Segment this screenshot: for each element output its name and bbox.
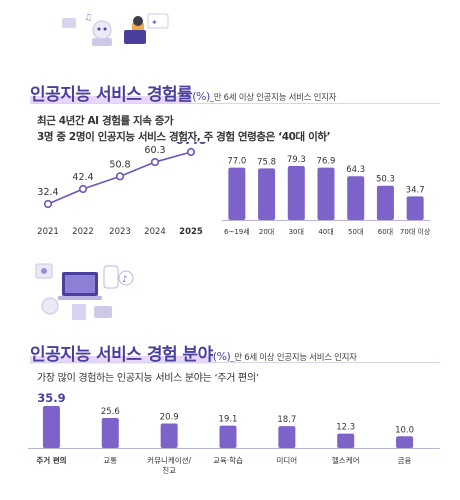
x-tick-label: 헬스케어 [332,455,360,465]
data-label: 19.1 [219,415,238,425]
data-label: 12.3 [336,423,355,433]
x-tick-label: 40대 [318,228,333,236]
section2-unit: (%) [212,350,231,363]
data-point [150,157,160,167]
data-label: 42.4 [72,172,93,183]
data-label: 32.4 [37,187,58,198]
section1-divider [30,103,440,104]
bar [406,196,424,220]
section2-subtitle: _만 6세 이상 인공지능 서비스 인지자 [230,353,357,363]
section2-caption: 가장 많이 경험하는 인공지능 서비스 분야는 ‘주거 편의’ [37,373,259,384]
x-tick-label: 6~19세 [224,227,250,236]
section2-title: 인공지능 서비스 경험 분야(%)_만 6세 이상 인공지능 서비스 인지자 [30,340,357,365]
x-tick-label: 70대 이상 [400,227,430,236]
x-tick-label: 60대 [378,228,393,236]
svg-text:✦: ✦ [151,18,158,27]
data-point [115,172,125,181]
data-label: 34.7 [406,185,425,195]
x-tick-label: 2021 [37,227,59,237]
data-label: 18.7 [277,415,296,425]
data-label: 60.3 [144,145,165,156]
data-label: 35.9 [37,391,65,405]
data-label: 50.8 [109,159,130,170]
x-tick-label: 친교 [162,465,176,475]
data-label: 25.6 [101,407,120,417]
data-label: 67.0 [175,142,207,148]
svg-text:♫: ♫ [84,13,92,23]
bar [42,406,60,448]
bar [337,433,355,448]
data-label: 64.3 [346,165,365,175]
bar [101,418,119,448]
bar [396,436,414,448]
bar [258,168,276,220]
x-tick-label: 2022 [72,227,94,237]
x-tick-label: 커뮤니케이션/ [147,455,191,465]
x-tick-label: 2024 [144,227,166,237]
x-tick-label: 주거 편의 [36,455,66,465]
x-tick-label: 교통 [103,456,117,465]
data-label: 50.3 [376,175,395,185]
x-tick-label: 미디어 [277,455,298,465]
section1-headline-1: 최근 4년간 AI 경험률 지속 증가 [37,115,174,127]
x-tick-label: 2023 [109,227,131,237]
bar [228,167,246,220]
bar [376,185,394,220]
age-group-bar-chart: 77.0 6~19세 75.8 20대 79.3 30대 76.9 40대 64.3 50대 50.… [222,155,430,236]
data-label: 75.8 [257,157,276,167]
ai-robot-laptop-illustration: ♫ ✦ [62,13,169,46]
bar [219,425,237,448]
bar [160,423,178,448]
ai-devices-illustration: ♪ [35,263,134,320]
x-tick-label: 30대 [289,228,304,236]
bar [287,166,305,220]
bar [347,176,365,220]
data-label: 79.3 [287,155,306,165]
svg-text:♪: ♪ [122,275,128,285]
bar [278,426,296,448]
data-point [186,147,196,157]
experience-rate-line-chart: 32.4 2021 42.4 2022 50.8 2023 60.3 2024 67.0 2025 [37,142,207,237]
x-tick-label: 50대 [348,228,363,236]
section1-title: 인공지능 서비스 경험률(%)_만 6세 이상 인공지능 서비스 인지자 [30,80,336,105]
section1-title-text: 인공지능 서비스 경험률 [30,85,193,105]
section1-headline-2: 3명 중 2명이 인공지능 서비스 경험자, 주 경험 연령층은 ‘40대 이하… [37,131,331,143]
section2-divider [30,362,440,363]
service-area-bar-chart: 35.9 주거 편의 25.6 교통 20.9 커뮤니케이션/친교 19.1 교육·학습 18.… [28,391,440,475]
section1-subtitle: _만 6세 이상 인공지능 서비스 인지자 [209,93,337,103]
data-label: 77.0 [227,157,246,167]
data-label: 76.9 [317,157,336,167]
x-tick-label: 20대 [259,228,274,236]
bar [317,167,335,220]
data-point [78,184,88,194]
section2-title-text: 인공지능 서비스 경험 분야 [30,345,213,365]
x-tick-label: 금융 [398,456,412,465]
data-point [43,199,53,209]
x-tick-label: 교육·학습 [213,455,243,465]
data-label: 10.0 [395,425,414,435]
section1-unit: (%) [192,90,210,103]
data-label: 20.9 [160,413,179,423]
x-tick-label: 2025 [179,227,203,237]
